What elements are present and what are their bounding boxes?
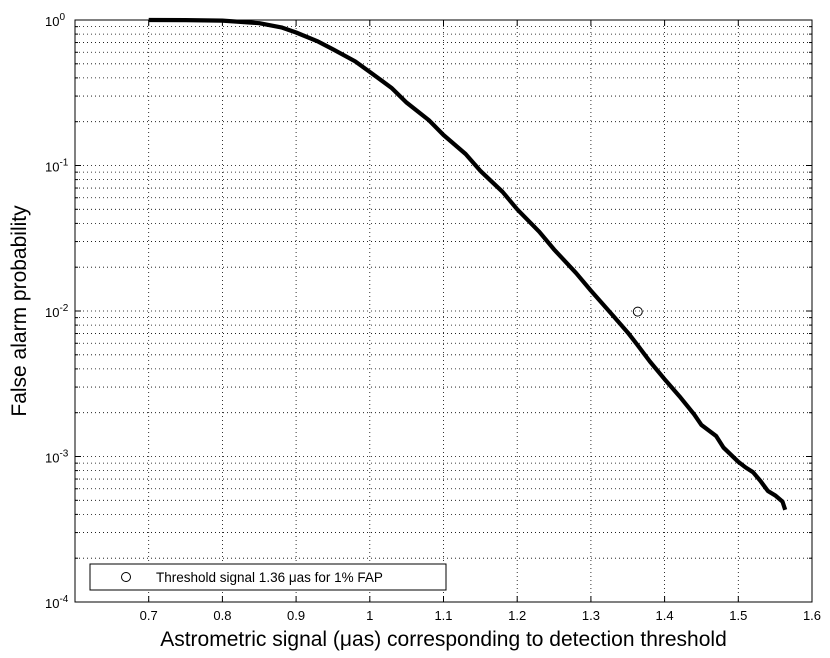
x-tick-label: 1.2 — [508, 608, 526, 623]
x-tick-label: 1.6 — [803, 608, 821, 623]
y-tick-labels: 10-4 10-3 10-2 10-1 100 — [45, 12, 69, 611]
x-axis-title: Astrometric signal (μas) corresponding t… — [160, 628, 727, 651]
legend-box — [89, 563, 447, 591]
y-tick-label: 10-2 — [45, 303, 69, 320]
y-tick-label: 10-4 — [45, 594, 69, 611]
x-tick-label: 1.5 — [729, 608, 747, 623]
series-line — [148, 17, 788, 511]
y-tick-label: 100 — [45, 12, 65, 29]
y-tick-label: 10-1 — [45, 158, 69, 175]
y-tick-label: 10-3 — [45, 449, 69, 466]
axis-ticks — [75, 19, 813, 603]
legend-marker — [121, 572, 131, 582]
x-tick-label: 1.4 — [656, 608, 674, 623]
legend: Threshold signal 1.36 μas for 1% FAP — [89, 563, 447, 591]
x-tick-label: 1.3 — [582, 608, 600, 623]
x-tick-label: 1.1 — [434, 608, 452, 623]
x-tick-label: 0.8 — [213, 608, 231, 623]
x-tick-label: 1 — [366, 608, 373, 623]
y-axis-title: False alarm probability — [8, 205, 31, 417]
threshold-marker — [632, 306, 643, 317]
x-tick-label: 0.9 — [287, 608, 305, 623]
legend-label: Threshold signal 1.36 μas for 1% FAP — [156, 570, 383, 585]
x-tick-labels: 0.7 0.8 0.9 1 1.1 1.2 1.3 1.4 1.5 1.6 — [140, 608, 821, 623]
grid-lines — [75, 20, 812, 602]
x-tick-label: 0.7 — [140, 608, 158, 623]
